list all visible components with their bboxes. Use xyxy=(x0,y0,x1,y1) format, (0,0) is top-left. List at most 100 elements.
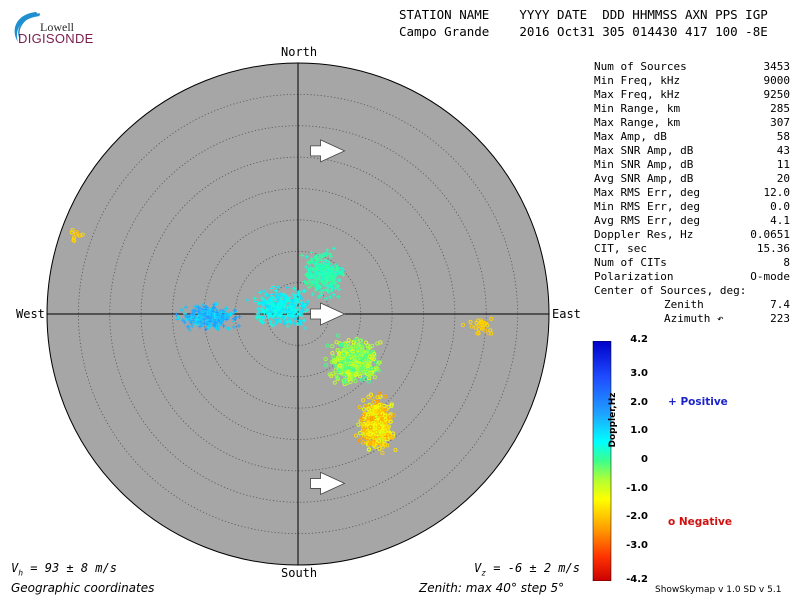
source-point-positive xyxy=(224,317,229,322)
source-point-negative xyxy=(332,359,337,364)
source-point-positive xyxy=(304,272,309,277)
stat-row: CIT, sec 15.36 xyxy=(594,242,790,256)
colorbar-label: Doppler,Hz xyxy=(608,392,618,448)
source-point-positive xyxy=(196,309,201,314)
stat-value: 285 xyxy=(770,102,790,115)
source-point-negative xyxy=(369,366,374,371)
stat-label: Polarization xyxy=(594,270,674,283)
source-point-positive xyxy=(303,326,308,331)
source-point-negative xyxy=(369,392,374,397)
source-point-negative xyxy=(361,433,367,438)
source-point-positive xyxy=(292,286,297,291)
source-point-positive xyxy=(269,292,274,297)
source-point-negative xyxy=(468,319,473,324)
source-point-positive xyxy=(282,304,287,309)
source-point-negative xyxy=(359,417,364,422)
source-point-negative xyxy=(352,359,357,364)
source-point-negative xyxy=(383,442,388,447)
source-point-positive xyxy=(183,311,188,316)
source-point-negative xyxy=(377,446,382,451)
source-point-positive xyxy=(313,271,318,276)
colorbar-tick-label: -4.2 xyxy=(626,574,648,585)
source-point-positive xyxy=(212,312,217,317)
source-point-positive xyxy=(214,326,219,331)
source-point-negative xyxy=(367,442,372,447)
source-point-positive xyxy=(285,309,290,314)
source-point-negative xyxy=(343,363,348,368)
source-point-negative xyxy=(388,419,393,424)
source-point-positive xyxy=(304,254,309,259)
source-point-positive xyxy=(295,322,300,327)
stat-value: 0.0 xyxy=(770,200,790,213)
source-point-positive xyxy=(284,300,289,305)
source-point-negative xyxy=(336,333,341,338)
stat-row: Max RMS Err, deg 12.0 xyxy=(594,186,790,200)
source-point-positive xyxy=(183,305,188,310)
source-point-positive xyxy=(279,296,284,301)
source-point-negative xyxy=(366,421,371,426)
source-point-positive xyxy=(278,310,283,315)
source-point-positive xyxy=(267,301,272,306)
source-point-negative xyxy=(347,376,352,381)
source-point-negative xyxy=(476,318,481,323)
source-point-positive xyxy=(294,302,299,307)
source-point-positive xyxy=(262,310,267,315)
source-point-positive xyxy=(306,274,311,279)
source-point-negative xyxy=(363,353,368,358)
source-point-positive xyxy=(300,308,305,313)
source-point-positive xyxy=(324,272,329,277)
source-point-negative xyxy=(387,433,392,438)
source-point-positive xyxy=(275,295,280,300)
source-point-positive xyxy=(197,306,202,311)
velocity-vectors xyxy=(310,139,346,496)
source-point-positive xyxy=(194,317,199,322)
source-point-positive xyxy=(327,252,332,257)
source-point-positive xyxy=(305,281,310,286)
source-point-negative xyxy=(72,238,77,244)
stat-label: Doppler Res, Hz xyxy=(594,228,694,241)
stat-value: 20 xyxy=(776,172,790,185)
source-point-negative xyxy=(383,394,388,399)
source-point-positive xyxy=(313,256,318,261)
source-point-positive xyxy=(276,297,281,302)
source-point-positive xyxy=(324,296,329,301)
source-point-negative xyxy=(377,391,382,396)
source-point-negative xyxy=(368,425,373,430)
doppler-colorbar xyxy=(592,341,612,581)
source-point-positive xyxy=(329,288,334,293)
source-point-negative xyxy=(378,340,383,345)
source-point-negative xyxy=(380,450,385,455)
logo-swoosh-icon xyxy=(14,12,41,42)
source-point-positive xyxy=(189,320,194,325)
stat-value: O-mode xyxy=(750,270,790,283)
source-point-positive xyxy=(266,305,271,310)
compass-east: East xyxy=(552,307,581,321)
source-point-positive xyxy=(293,307,298,312)
source-point-positive xyxy=(268,296,273,301)
source-point-positive xyxy=(281,292,286,297)
source-point-negative xyxy=(377,360,382,365)
source-point-negative xyxy=(346,341,351,346)
stat-row: Doppler Res, Hz 0.0651 xyxy=(594,228,790,242)
source-point-negative xyxy=(489,331,494,336)
source-point-positive xyxy=(291,305,296,310)
stat-row: Center of Sources, deg: xyxy=(594,284,790,298)
source-point-positive xyxy=(338,270,343,275)
stat-label: Max RMS Err, deg xyxy=(594,186,700,199)
source-point-positive xyxy=(283,294,288,299)
source-point-positive xyxy=(266,314,271,319)
velocity-arrow xyxy=(310,139,346,163)
source-point-positive xyxy=(259,314,264,319)
source-point-negative xyxy=(355,346,360,351)
source-point-negative xyxy=(338,363,343,368)
source-point-positive xyxy=(311,278,316,283)
source-point-negative xyxy=(354,364,359,369)
source-point-positive xyxy=(269,286,274,291)
source-point-negative xyxy=(460,322,465,327)
source-point-negative xyxy=(480,326,485,332)
source-point-positive xyxy=(295,307,300,312)
source-point-positive xyxy=(304,264,309,269)
source-point-negative xyxy=(391,413,396,418)
source-point-positive xyxy=(208,322,213,327)
horizontal-velocity: Vh = 93 ± 8 m/s xyxy=(11,561,117,577)
